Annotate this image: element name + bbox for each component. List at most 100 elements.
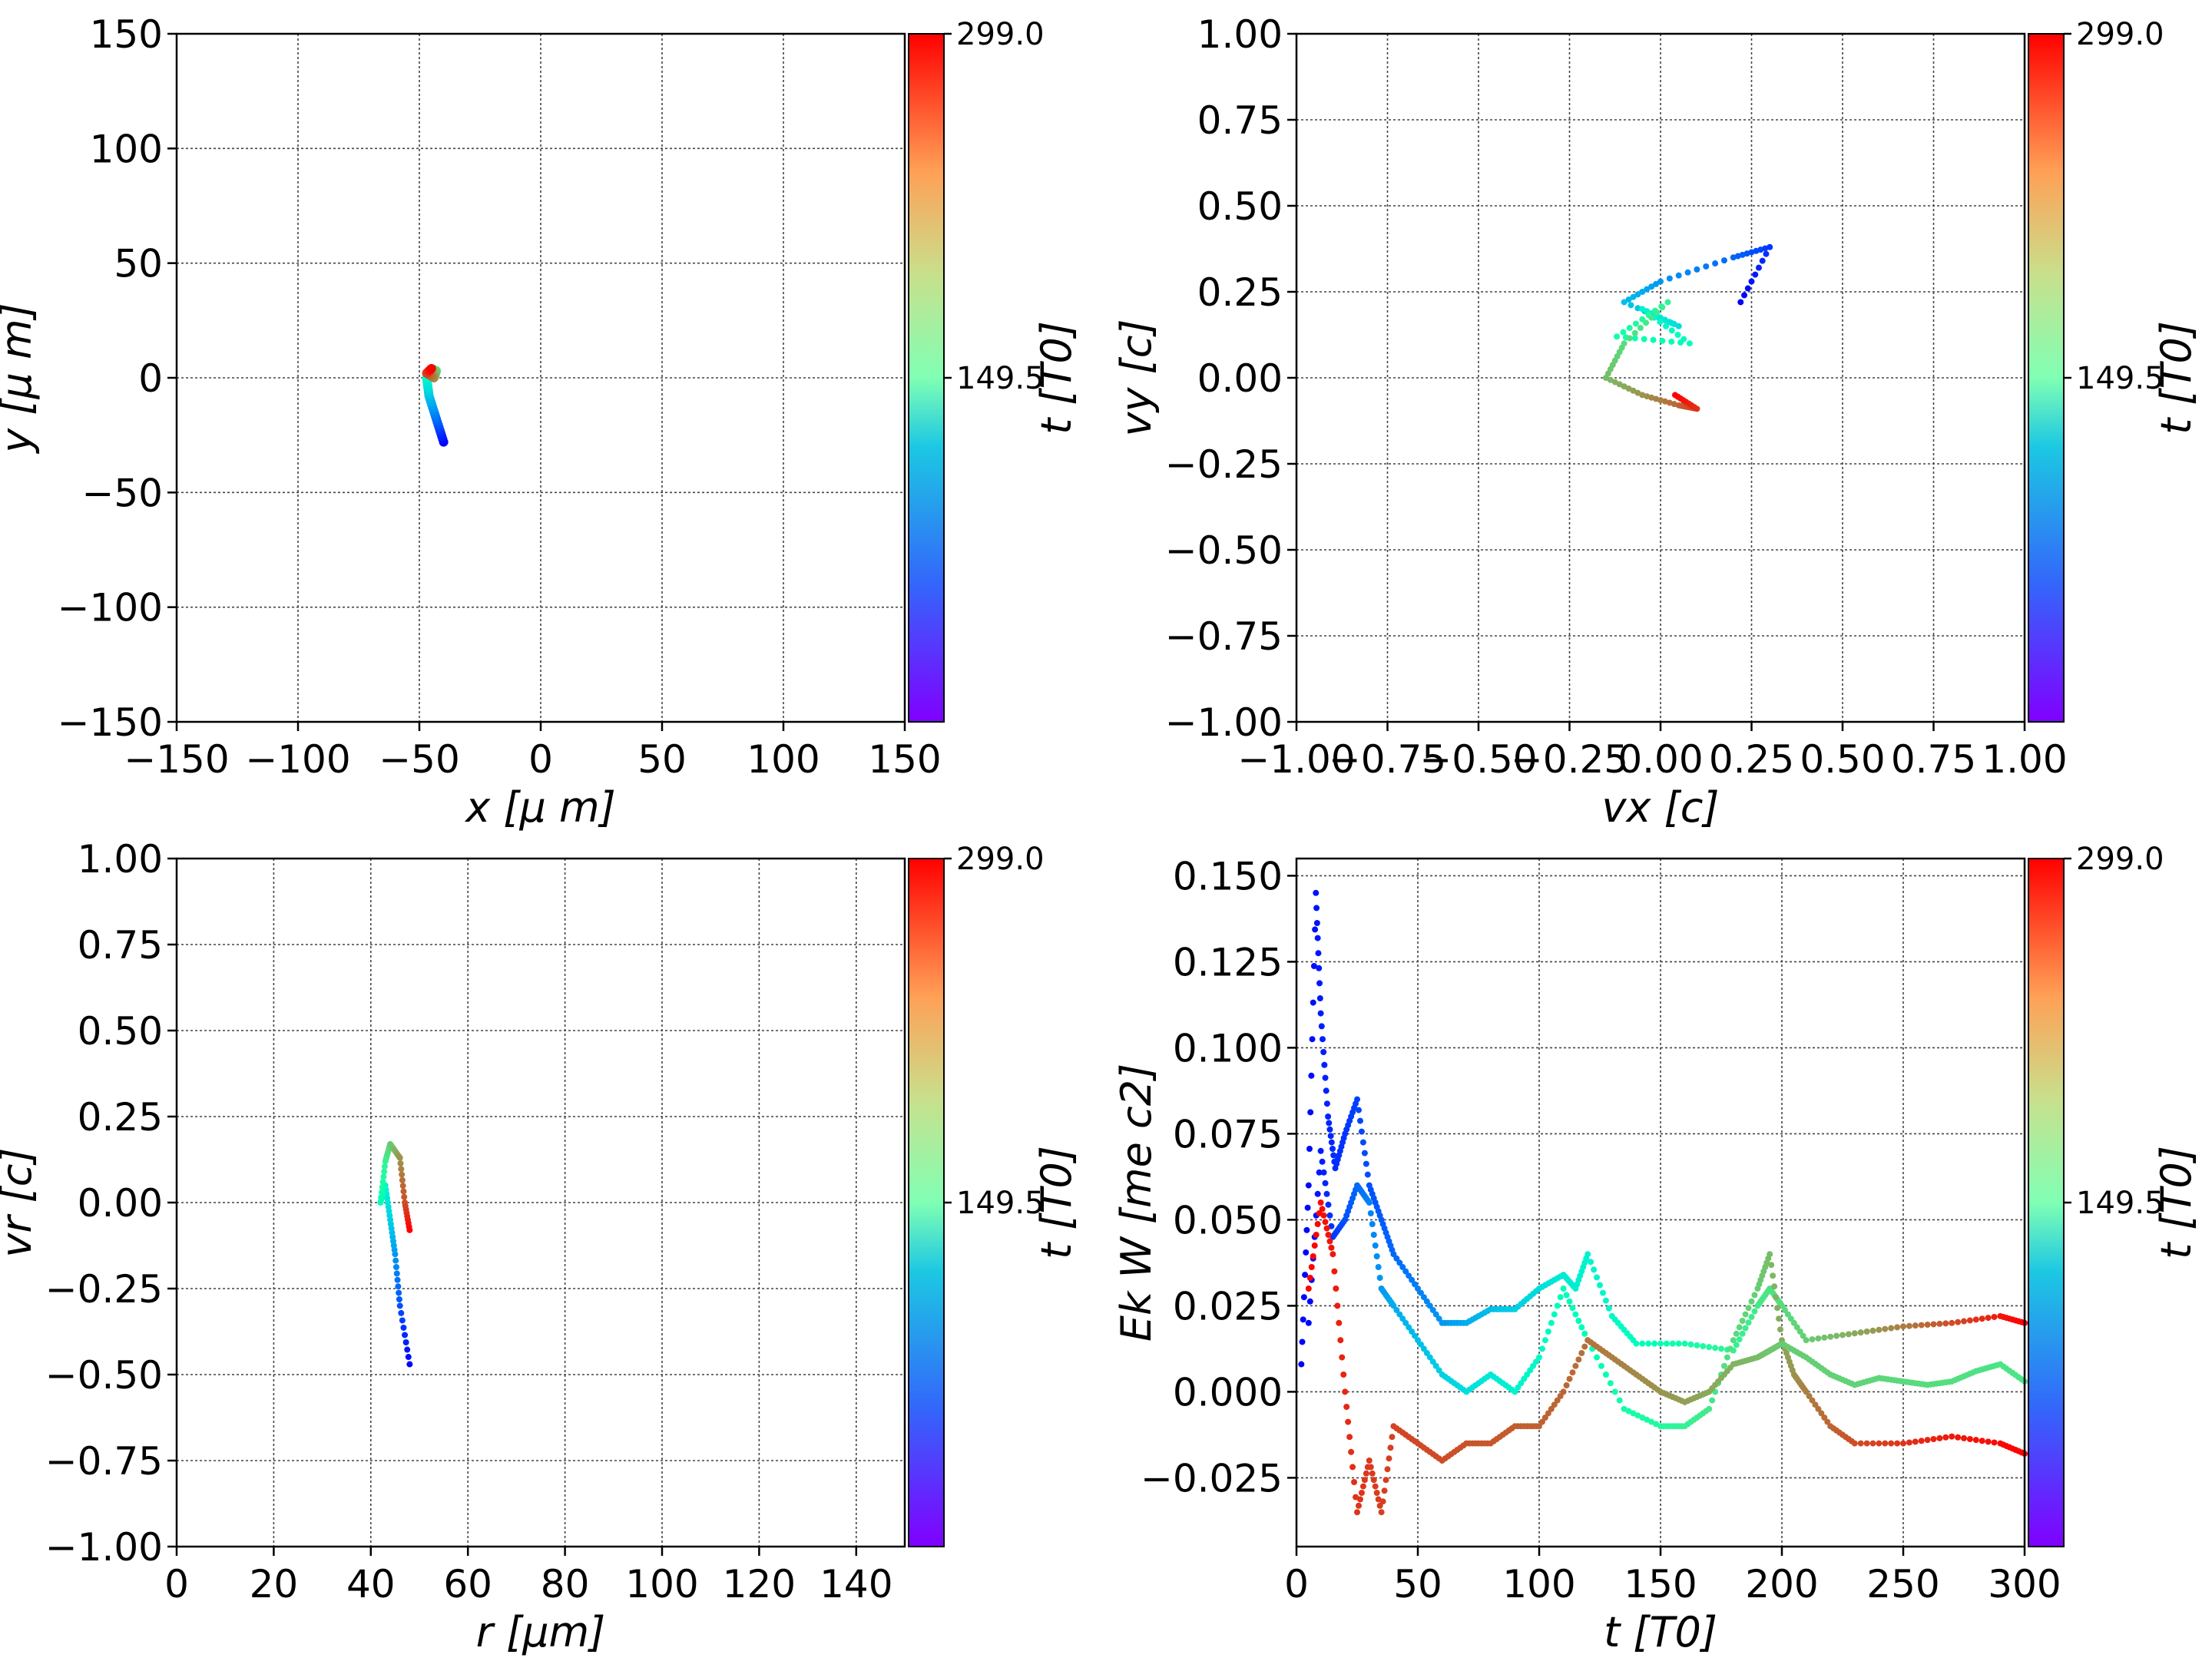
data-point bbox=[1755, 264, 1762, 271]
data-point bbox=[1657, 1340, 1664, 1347]
data-point bbox=[1651, 1340, 1658, 1347]
data-point bbox=[1303, 1226, 1310, 1233]
data-point bbox=[1949, 1433, 1955, 1440]
data-point bbox=[1554, 1302, 1561, 1309]
data-point bbox=[1900, 1440, 1906, 1447]
data-point bbox=[1942, 1320, 1949, 1327]
data-point bbox=[1809, 1397, 1816, 1404]
data-point bbox=[381, 1168, 388, 1175]
data-point bbox=[1354, 1509, 1360, 1516]
data-point bbox=[1620, 329, 1627, 336]
data-point bbox=[1912, 1438, 1919, 1445]
data-point bbox=[1631, 329, 1638, 336]
colorbar-tick-label: 149.5 bbox=[2076, 361, 2164, 396]
data-point bbox=[1355, 1107, 1362, 1113]
data-point bbox=[1328, 1244, 1335, 1251]
data-point bbox=[1325, 1232, 1332, 1238]
x-tick-label: 120 bbox=[723, 1562, 796, 1606]
data-point bbox=[1393, 1255, 1400, 1262]
data-point bbox=[1694, 1342, 1700, 1348]
data-point bbox=[1327, 1133, 1334, 1140]
data-point bbox=[1906, 1322, 1912, 1329]
x-tick-label: −150 bbox=[124, 737, 229, 782]
data-point bbox=[1730, 1337, 1737, 1344]
data-point bbox=[1634, 1412, 1641, 1419]
data-point bbox=[1305, 1286, 1312, 1292]
data-point bbox=[1578, 1350, 1585, 1356]
data-point bbox=[1777, 1326, 1784, 1333]
data-point bbox=[1348, 1448, 1355, 1455]
data-point bbox=[1373, 1253, 1380, 1259]
data-point bbox=[399, 1317, 406, 1324]
data-point bbox=[1730, 254, 1737, 261]
data-point bbox=[1882, 1440, 1889, 1447]
data-point bbox=[1634, 305, 1641, 312]
data-point bbox=[1876, 1440, 1883, 1447]
data-point bbox=[1630, 1410, 1637, 1417]
data-point bbox=[406, 1361, 413, 1368]
data-point bbox=[1345, 1418, 1352, 1425]
data-point bbox=[1426, 1354, 1433, 1361]
data-point bbox=[1328, 1223, 1335, 1229]
data-point bbox=[1326, 1126, 1333, 1133]
x-tick-label: 0 bbox=[528, 737, 553, 782]
data-point bbox=[1639, 289, 1646, 295]
data-point bbox=[1354, 1096, 1360, 1103]
data-point bbox=[1744, 285, 1751, 292]
data-point bbox=[1752, 271, 1759, 278]
data-point bbox=[1669, 1340, 1676, 1347]
data-point bbox=[1372, 1483, 1379, 1490]
x-tick-label: 0.25 bbox=[1709, 737, 1794, 782]
data-point bbox=[1800, 1332, 1806, 1339]
data-point bbox=[1515, 1384, 1522, 1391]
colorbar-label: t [T0] bbox=[1032, 1146, 1081, 1259]
data-point bbox=[1675, 323, 1682, 329]
data-point bbox=[1972, 1316, 1979, 1323]
data-point bbox=[426, 364, 436, 374]
data-point bbox=[1569, 1369, 1576, 1376]
data-point bbox=[1518, 1380, 1525, 1387]
data-point bbox=[1857, 1329, 1864, 1336]
data-point bbox=[1399, 1315, 1406, 1322]
data-point bbox=[1330, 1251, 1336, 1258]
data-point bbox=[1312, 926, 1319, 933]
data-point bbox=[1985, 1315, 1992, 1322]
data-point bbox=[1720, 1362, 1727, 1369]
data-point bbox=[377, 1199, 384, 1206]
data-point bbox=[1644, 286, 1651, 293]
data-point bbox=[1536, 1423, 1542, 1430]
colorbar-gradient bbox=[2028, 858, 2065, 1547]
data-point bbox=[1536, 1354, 1542, 1361]
data-point bbox=[1876, 1326, 1883, 1333]
data-point bbox=[1724, 1354, 1730, 1361]
y-tick-label: −0.75 bbox=[45, 1439, 163, 1484]
data-point bbox=[1869, 1327, 1876, 1334]
data-point bbox=[1326, 1238, 1333, 1245]
data-point bbox=[1545, 1410, 1551, 1417]
data-point bbox=[1631, 335, 1638, 342]
colorbar: 299.0 149.5t [T0] bbox=[2028, 17, 2200, 723]
data-point bbox=[1709, 1397, 1716, 1404]
data-point bbox=[1363, 1160, 1369, 1167]
colorbar: 299.0 149.5t [T0] bbox=[2028, 842, 2200, 1547]
data-point bbox=[1768, 1262, 1775, 1269]
data-point bbox=[1303, 1249, 1310, 1256]
data-point bbox=[1415, 1337, 1421, 1344]
data-point bbox=[1659, 337, 1666, 344]
data-point bbox=[1634, 291, 1641, 298]
data-point bbox=[379, 1183, 386, 1190]
data-point bbox=[402, 1339, 409, 1345]
data-point bbox=[1435, 1315, 1442, 1322]
data-point bbox=[1733, 1342, 1740, 1348]
y-tick-label: 0 bbox=[138, 356, 163, 401]
data-point bbox=[1557, 1393, 1564, 1399]
y-tick-label: 0.00 bbox=[78, 1181, 163, 1226]
data-point bbox=[1648, 1418, 1655, 1425]
data-point bbox=[1621, 383, 1628, 390]
data-point bbox=[1330, 1152, 1337, 1159]
data-point bbox=[1548, 1319, 1555, 1326]
data-point bbox=[1894, 1324, 1901, 1331]
data-point bbox=[396, 1302, 403, 1309]
data-point bbox=[1966, 1436, 1973, 1442]
